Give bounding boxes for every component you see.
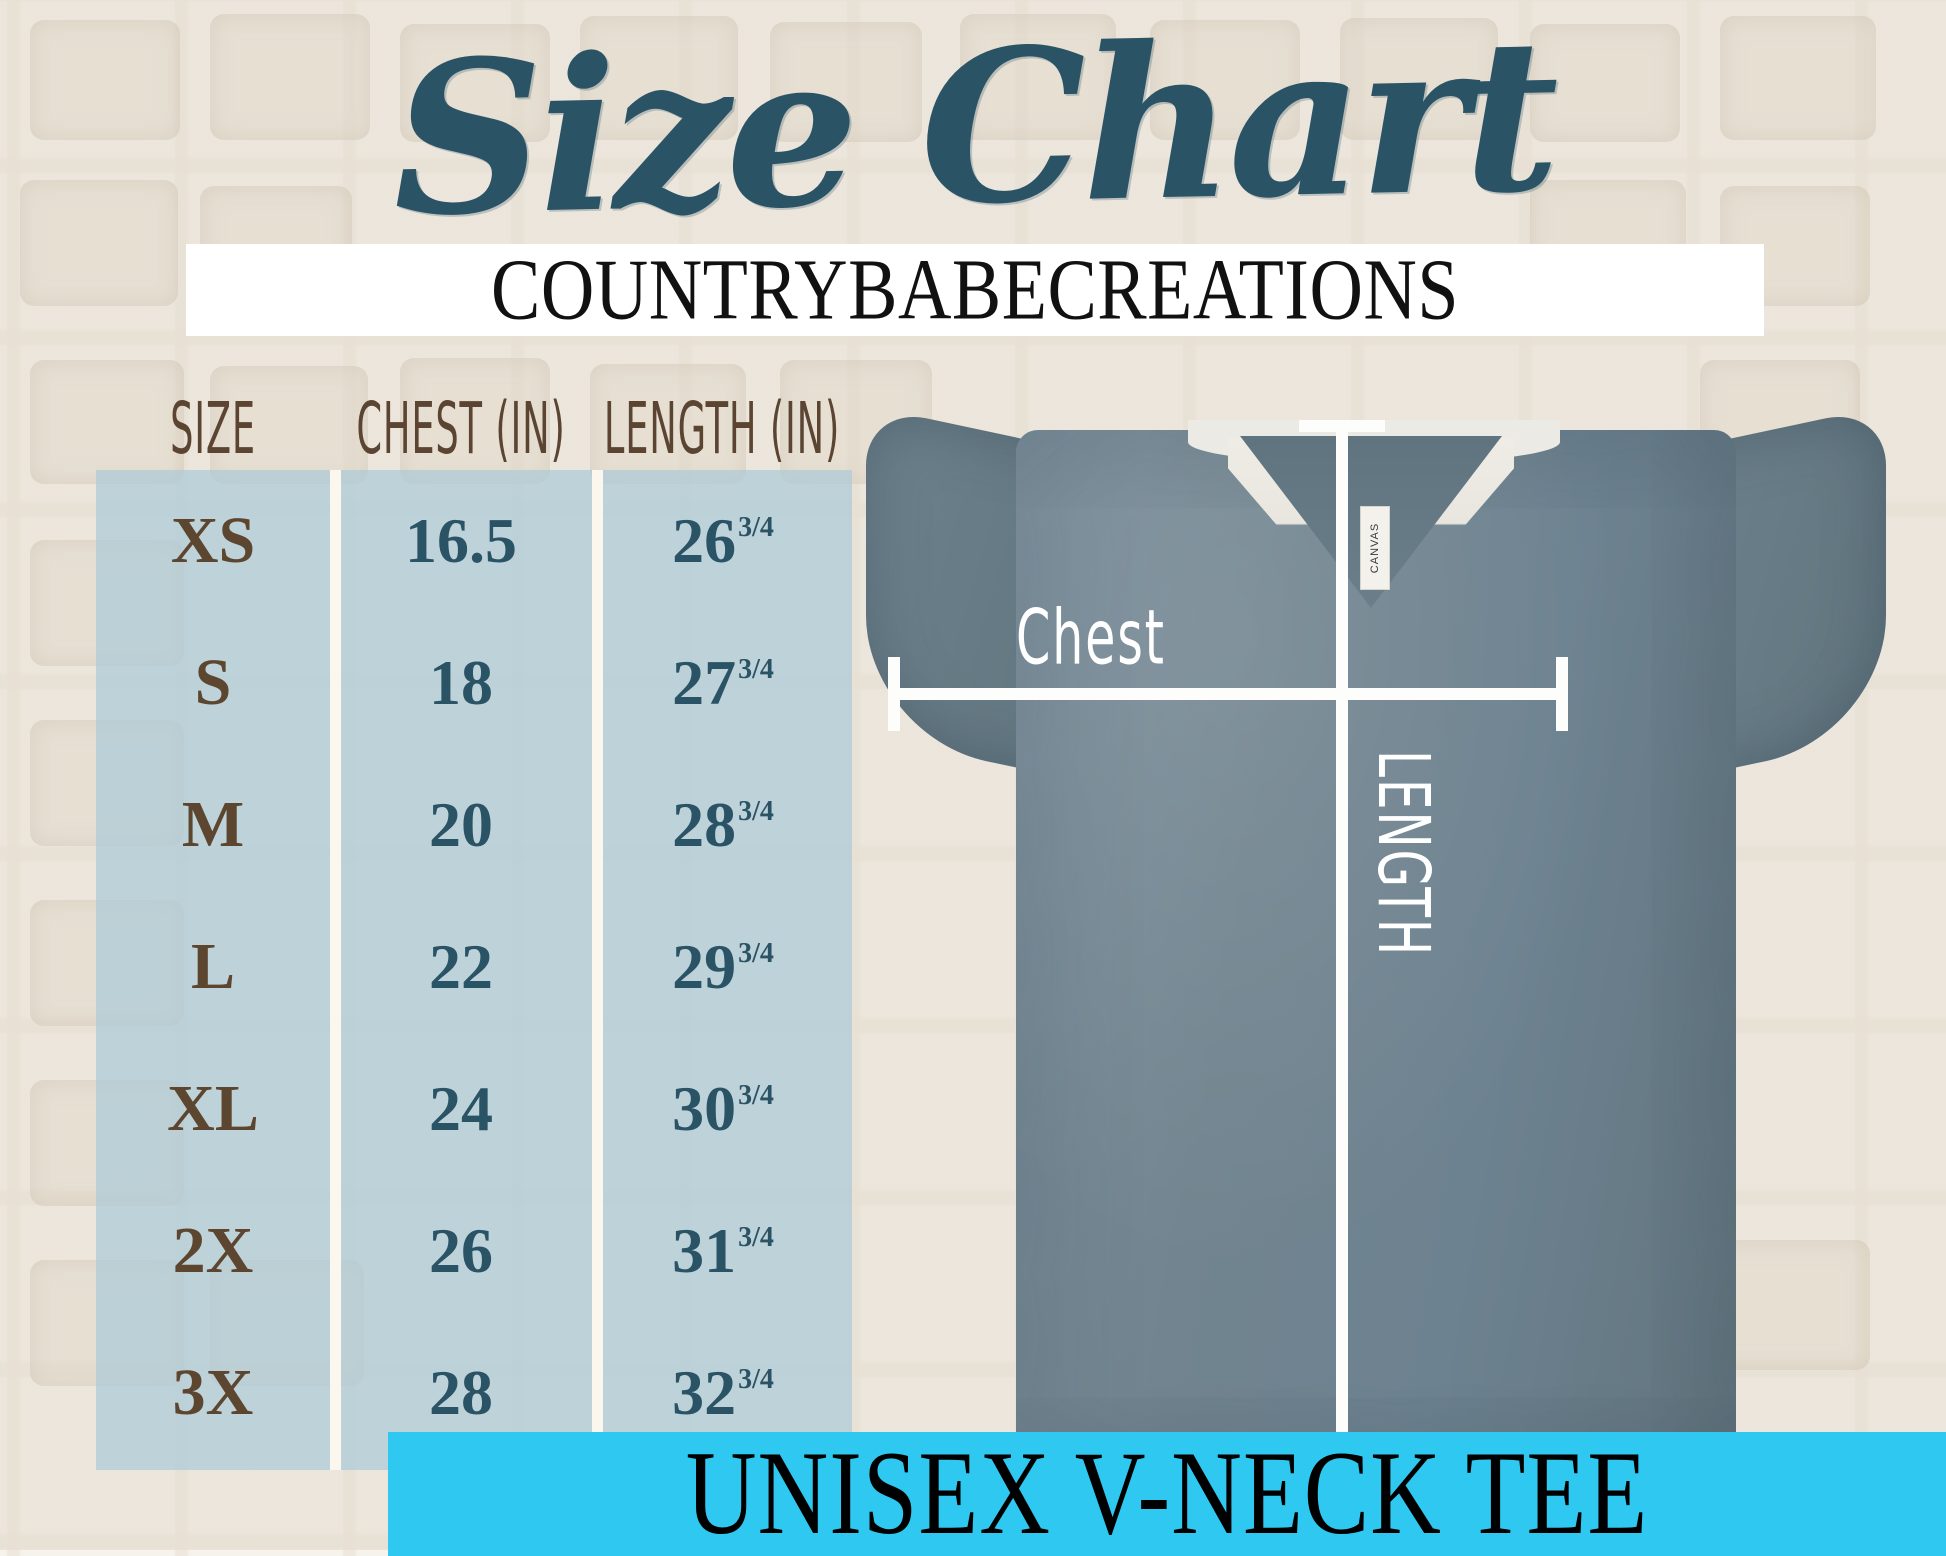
length-measure-cap-top <box>1299 420 1385 432</box>
column-header-size: SIZE <box>170 386 256 470</box>
neck-tag: CANVAS <box>1360 506 1390 590</box>
column-header-chest: CHEST (IN) <box>356 386 566 470</box>
table-row: XL 24 30 3/4 <box>96 1038 852 1180</box>
cell-size: L <box>190 930 236 1003</box>
bg-tile <box>210 366 368 484</box>
cell-length-whole: 31 <box>672 1215 737 1286</box>
brand-band <box>186 244 1764 336</box>
cell-length-fraction: 3/4 <box>738 1364 774 1395</box>
cell-chest: 16.5 <box>405 505 517 576</box>
cell-length-whole: 32 <box>672 1357 737 1428</box>
cell-size: XS <box>170 504 256 577</box>
cell-length: 29 3/4 <box>592 930 852 1004</box>
cell-length: 32 3/4 <box>592 1356 852 1430</box>
table-row: 2X 26 31 3/4 <box>96 1180 852 1322</box>
cell-length-fraction: 3/4 <box>738 938 774 969</box>
cell-size: XL <box>167 1072 259 1145</box>
bg-tile <box>770 22 922 142</box>
product-banner: UNISEX V-NECK TEE <box>388 1428 1946 1556</box>
table-header-row: SIZE CHEST (IN) LENGTH (IN) <box>96 382 852 470</box>
bg-tile <box>590 364 746 484</box>
cell-size: S <box>194 646 232 719</box>
bg-tile <box>400 358 550 484</box>
tshirt-illustration: CANVAS Chest LENGTH <box>866 405 1886 1460</box>
cell-length: 30 3/4 <box>592 1072 852 1146</box>
length-measure-line <box>1336 420 1348 1440</box>
cell-length-fraction: 3/4 <box>738 512 774 543</box>
bg-tile <box>20 180 178 306</box>
bg-tile <box>1530 24 1680 142</box>
bg-tile <box>580 16 738 140</box>
length-measure-label: LENGTH <box>1362 750 1446 958</box>
chest-measure-label: Chest <box>1016 594 1166 683</box>
cell-size: M <box>181 788 245 861</box>
bg-tile <box>1710 1240 1870 1370</box>
cell-length: 27 3/4 <box>592 646 852 720</box>
cell-length: 26 3/4 <box>592 504 852 578</box>
cell-length-whole: 28 <box>672 789 737 860</box>
cell-length: 31 3/4 <box>592 1214 852 1288</box>
bg-tile <box>1340 18 1498 140</box>
cell-size: 2X <box>172 1214 254 1287</box>
chest-measure-line <box>888 688 1568 700</box>
column-header-length: LENGTH (IN) <box>603 386 841 470</box>
table-row: 3X 28 32 3/4 <box>96 1322 852 1464</box>
cell-length-fraction: 3/4 <box>738 1222 774 1253</box>
chest-measure-cap-right <box>1556 657 1568 731</box>
cell-length-whole: 29 <box>672 931 737 1002</box>
table-rows: XS 16.5 26 3/4 S 18 27 3/4 M 20 28 3/4 L 22… <box>96 470 852 1470</box>
cell-length-whole: 27 <box>672 647 737 718</box>
bg-tile <box>400 24 550 142</box>
table-row: L 22 29 3/4 <box>96 896 852 1038</box>
cell-length-fraction: 3/4 <box>738 796 774 827</box>
cell-length-fraction: 3/4 <box>738 1080 774 1111</box>
bg-tile <box>30 20 180 140</box>
cell-chest: 22 <box>429 931 493 1002</box>
cell-chest: 24 <box>429 1073 493 1144</box>
cell-length: 28 3/4 <box>592 788 852 862</box>
bg-tile <box>1720 16 1876 140</box>
bg-tile <box>210 14 370 140</box>
cell-length-fraction: 3/4 <box>738 654 774 685</box>
bg-tile <box>30 360 184 484</box>
cell-chest: 18 <box>429 647 493 718</box>
column-divider <box>592 470 603 1470</box>
brand-name: COUNTRYBABECREATIONS <box>491 241 1459 338</box>
bg-tile <box>1150 20 1300 140</box>
table-tint-overlay <box>96 470 852 1470</box>
page-title: Size Chart <box>390 0 1556 264</box>
product-banner-label: UNISEX V-NECK TEE <box>685 1428 1649 1556</box>
column-divider <box>330 470 341 1470</box>
cell-chest: 28 <box>429 1357 493 1428</box>
cell-chest: 26 <box>429 1215 493 1286</box>
table-row: S 18 27 3/4 <box>96 612 852 754</box>
cell-chest: 20 <box>429 789 493 860</box>
bg-tile <box>960 14 1116 140</box>
chest-measure-cap-left <box>888 657 900 731</box>
table-row: M 20 28 3/4 <box>96 754 852 896</box>
cell-size: 3X <box>172 1356 254 1429</box>
cell-length-whole: 26 <box>672 505 737 576</box>
neck-tag-label: CANVAS <box>1369 522 1382 574</box>
table-row: XS 16.5 26 3/4 <box>96 470 852 612</box>
size-table: XS 16.5 26 3/4 S 18 27 3/4 M 20 28 3/4 L 22… <box>96 470 852 1470</box>
cell-length-whole: 30 <box>672 1073 737 1144</box>
